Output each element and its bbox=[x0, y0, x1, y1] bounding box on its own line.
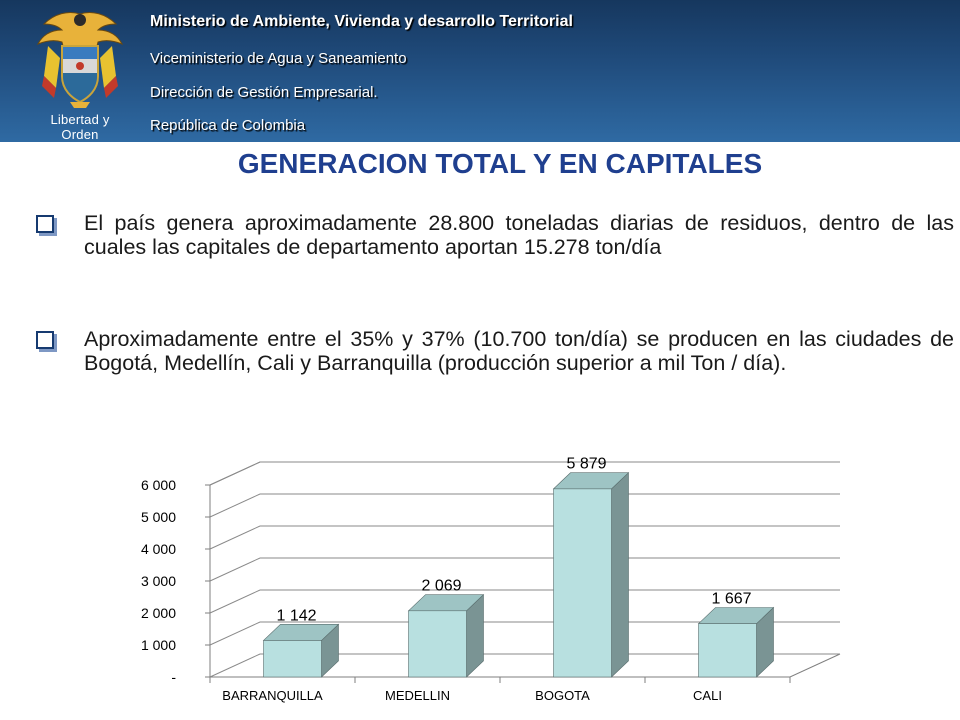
y-tick-label: 2 000 bbox=[141, 605, 176, 621]
bullet-text: El país genera aproximadamente 28.800 to… bbox=[84, 211, 954, 259]
bar-side bbox=[611, 472, 629, 678]
checkbox-bullet-icon bbox=[36, 215, 54, 233]
slide-title: GENERACION TOTAL Y EN CAPITALES bbox=[237, 148, 763, 179]
y-tick-label: - bbox=[171, 669, 176, 685]
country-name: República de Colombia bbox=[150, 117, 306, 134]
direction-name: Dirección de Gestión Empresarial. bbox=[150, 84, 378, 101]
gridline bbox=[209, 525, 840, 550]
gridline bbox=[209, 653, 840, 678]
data-label: 5 879 bbox=[566, 456, 606, 473]
x-tick-label: CALI bbox=[693, 688, 722, 703]
bar-chart: - 1 000 2 000 3 000 4 000 5 000 6 000 1 142 BARR… bbox=[141, 456, 841, 703]
chart-wall-outline bbox=[209, 461, 840, 486]
y-tick-label: 6 000 bbox=[141, 477, 176, 493]
data-label: 1 667 bbox=[711, 591, 751, 608]
bar bbox=[553, 488, 612, 678]
data-label: 2 069 bbox=[421, 578, 461, 595]
ministry-name: Ministerio de Ambiente, Vivienda y desar… bbox=[150, 13, 573, 30]
vice-ministry-name: Viceministerio de Agua y Saneamiento bbox=[150, 50, 407, 67]
data-label: 1 142 bbox=[276, 607, 316, 624]
coat-of-arms-logo: Libertad y Orden bbox=[30, 6, 130, 142]
y-tick-label: 1 000 bbox=[141, 637, 176, 653]
header-banner: Libertad y Orden Ministerio de Ambiente,… bbox=[0, 0, 960, 142]
gridline bbox=[209, 557, 840, 582]
x-tick-label: BARRANQUILLA bbox=[222, 688, 323, 703]
bar bbox=[698, 623, 757, 678]
gridline bbox=[209, 621, 840, 646]
y-tick-label: 5 000 bbox=[141, 509, 176, 525]
bullet-text: Aproximadamente entre el 35% y 37% (10.7… bbox=[84, 327, 954, 375]
y-tick-label: 3 000 bbox=[141, 573, 176, 589]
crest-motto: Libertad y Orden bbox=[50, 112, 110, 142]
gridline bbox=[209, 589, 840, 614]
x-tick-label: BOGOTA bbox=[535, 688, 590, 703]
checkbox-bullet-icon bbox=[36, 331, 54, 349]
y-tick-label: 4 000 bbox=[141, 541, 176, 557]
bar bbox=[263, 640, 322, 678]
gridline bbox=[209, 493, 840, 518]
gridline bbox=[209, 461, 840, 486]
bar bbox=[408, 610, 467, 678]
x-tick-label: MEDELLIN bbox=[385, 688, 450, 703]
